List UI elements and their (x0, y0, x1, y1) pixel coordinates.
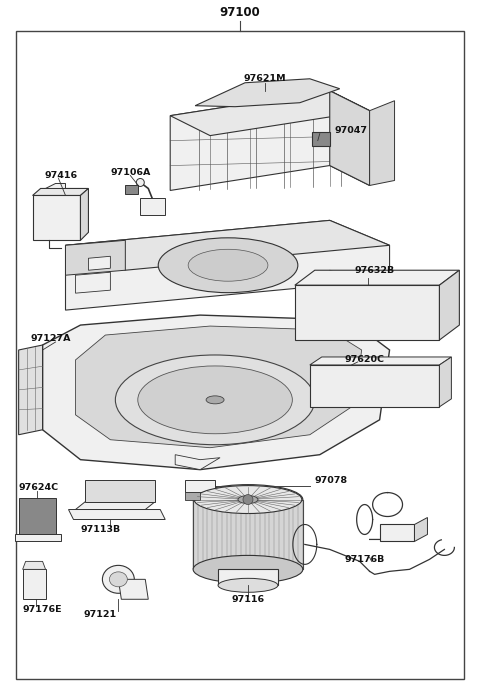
Polygon shape (119, 580, 148, 599)
Polygon shape (65, 240, 125, 275)
Polygon shape (33, 195, 81, 240)
Polygon shape (439, 357, 451, 407)
Ellipse shape (188, 250, 268, 281)
Polygon shape (75, 272, 110, 293)
Polygon shape (185, 480, 215, 491)
Polygon shape (23, 569, 46, 599)
Polygon shape (439, 270, 459, 340)
Text: 97121: 97121 (84, 610, 117, 619)
Polygon shape (33, 188, 88, 195)
Polygon shape (310, 357, 451, 365)
Polygon shape (65, 220, 390, 270)
Text: 97116: 97116 (231, 595, 264, 604)
Polygon shape (193, 500, 303, 569)
Ellipse shape (206, 396, 224, 404)
Polygon shape (380, 525, 415, 541)
Polygon shape (75, 326, 361, 448)
Ellipse shape (194, 486, 302, 514)
Text: 97176E: 97176E (23, 605, 62, 614)
Polygon shape (175, 455, 220, 470)
Text: 97078: 97078 (315, 476, 348, 485)
Polygon shape (46, 183, 65, 188)
Text: 97127A: 97127A (31, 334, 71, 343)
Polygon shape (69, 509, 165, 519)
Polygon shape (330, 270, 390, 310)
Text: 97621M: 97621M (244, 74, 286, 83)
Ellipse shape (238, 496, 258, 504)
Text: 97106A: 97106A (110, 168, 151, 177)
Ellipse shape (193, 555, 303, 583)
Polygon shape (125, 186, 138, 195)
Polygon shape (19, 345, 43, 435)
Ellipse shape (193, 484, 303, 514)
Polygon shape (295, 285, 439, 340)
Text: 97624C: 97624C (19, 483, 59, 492)
Polygon shape (370, 101, 395, 186)
Polygon shape (15, 534, 60, 541)
Text: 97113B: 97113B (80, 525, 120, 534)
Ellipse shape (158, 238, 298, 293)
Polygon shape (81, 188, 88, 240)
Polygon shape (19, 498, 56, 534)
Polygon shape (218, 569, 278, 585)
Ellipse shape (218, 578, 278, 592)
Text: 97632B: 97632B (355, 265, 395, 275)
Text: 97416: 97416 (45, 171, 78, 180)
Circle shape (136, 179, 144, 186)
Polygon shape (43, 315, 390, 470)
Polygon shape (415, 518, 428, 541)
Ellipse shape (115, 355, 315, 445)
Text: 97100: 97100 (220, 6, 260, 19)
Bar (312, 131, 330, 145)
Polygon shape (65, 220, 390, 310)
Polygon shape (310, 365, 439, 407)
Polygon shape (88, 256, 110, 270)
Ellipse shape (109, 572, 127, 587)
Polygon shape (75, 502, 155, 509)
Ellipse shape (102, 565, 134, 594)
Polygon shape (195, 79, 340, 107)
Text: 97047: 97047 (335, 126, 368, 135)
Text: 97620C: 97620C (345, 355, 384, 364)
Circle shape (243, 495, 253, 505)
Polygon shape (85, 480, 155, 502)
Text: 97176B: 97176B (345, 555, 385, 564)
Polygon shape (330, 91, 370, 186)
Polygon shape (170, 91, 370, 136)
Polygon shape (185, 491, 200, 500)
Ellipse shape (138, 366, 292, 434)
Polygon shape (170, 91, 370, 190)
Polygon shape (295, 270, 459, 285)
Polygon shape (23, 562, 46, 569)
Polygon shape (140, 199, 165, 215)
